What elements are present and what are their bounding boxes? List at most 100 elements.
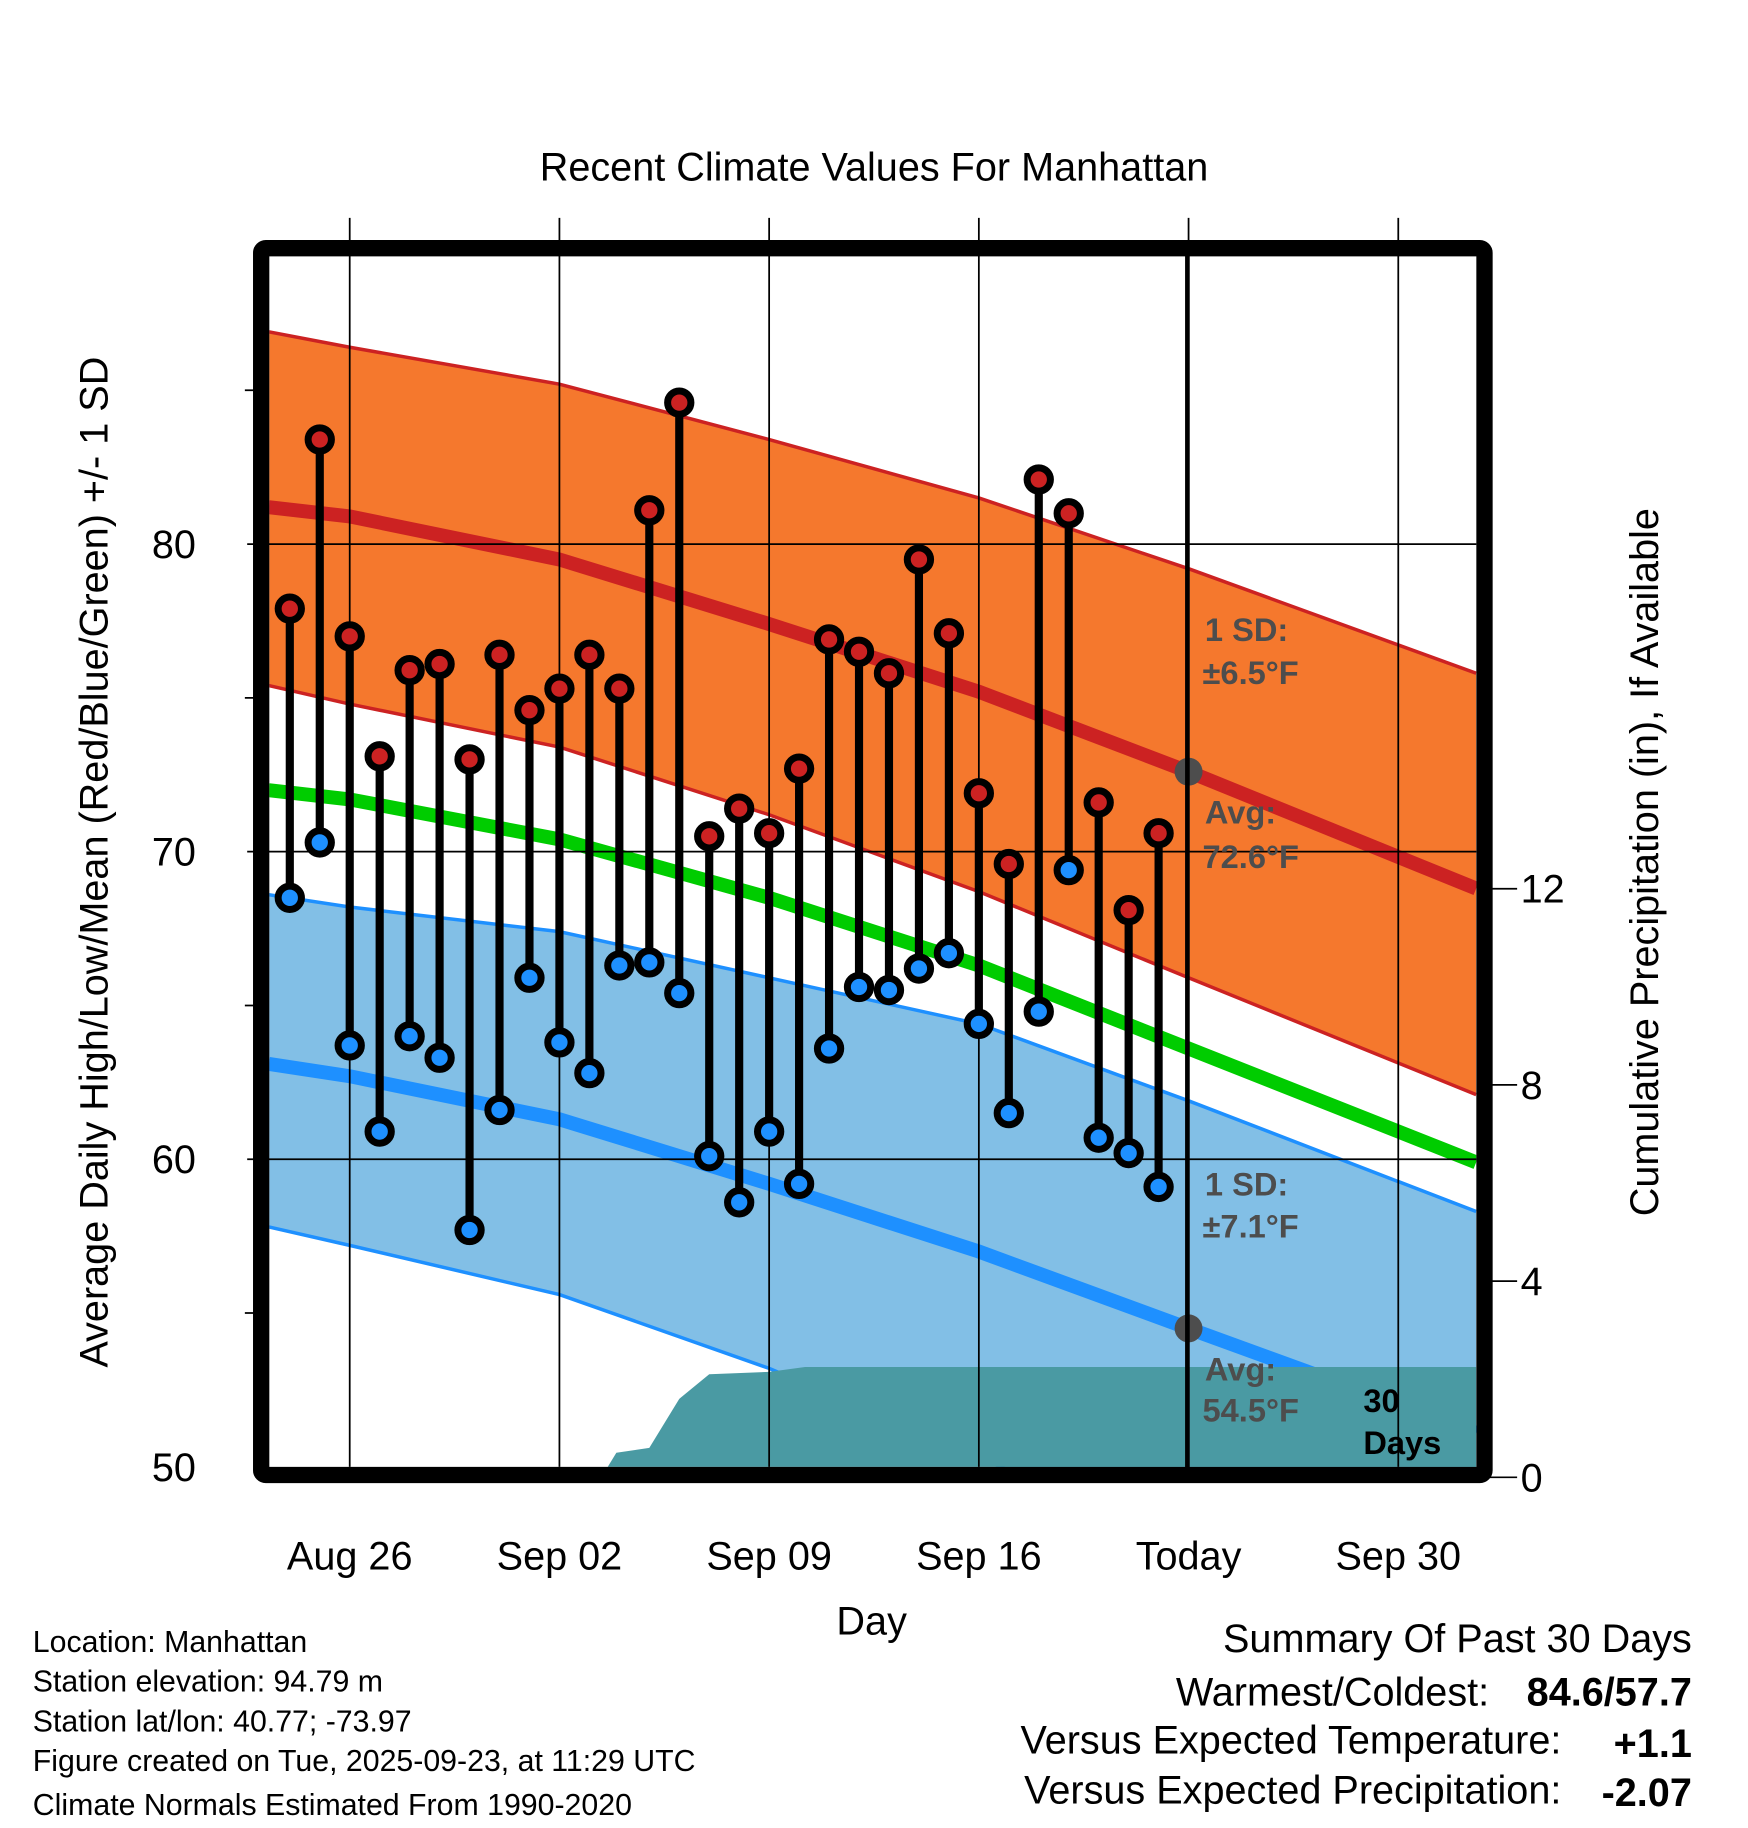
daily-high-point (1053, 498, 1084, 529)
info-location: Location: Manhattan (33, 1626, 307, 1659)
summary-title: Summary Of Past 30 Days (1223, 1617, 1692, 1661)
daily-high-point (783, 753, 815, 784)
daily-low-point (334, 1030, 365, 1061)
low-avg-label: Avg: (1205, 1351, 1276, 1388)
x-axis-label: Day (836, 1600, 907, 1644)
daily-high-point (394, 655, 425, 686)
y2-tick-label: 4 (1521, 1260, 1543, 1304)
high-sd-label: 1 SD: (1205, 611, 1288, 648)
x-tick-label: Sep 30 (1335, 1534, 1461, 1578)
precip-anomaly-value: -2.07 (1602, 1771, 1692, 1815)
daily-low-point (963, 1008, 994, 1040)
daily-low-point (514, 962, 545, 993)
low-avg-value: 54.5°F (1203, 1391, 1299, 1428)
daily-low-point (1023, 996, 1054, 1027)
period-label-unit: Days (1363, 1424, 1441, 1461)
x-tick-label: Sep 16 (916, 1534, 1042, 1578)
y2-tick-label: 0 (1521, 1456, 1543, 1500)
temp-anomaly-value: +1.1 (1614, 1722, 1692, 1766)
daily-high-point (364, 741, 395, 772)
daily-high-point (993, 848, 1024, 880)
daily-high-point (574, 639, 605, 670)
daily-low-point (544, 1027, 575, 1058)
daily-high-point (514, 695, 545, 726)
daily-low-point (394, 1021, 425, 1052)
daily-high-point (544, 673, 575, 704)
daily-high-point (843, 636, 875, 667)
daily-low-point (274, 882, 305, 913)
daily-low-point (634, 947, 665, 978)
daily-low-point (574, 1057, 605, 1089)
daily-low-point (454, 1214, 485, 1246)
daily-low-point (933, 938, 965, 969)
daily-high-point (933, 618, 965, 649)
daily-low-point (903, 953, 935, 984)
daily-low-point (1143, 1171, 1174, 1203)
daily-high-point (1143, 818, 1174, 849)
x-tick-label: Today (1136, 1534, 1242, 1578)
daily-low-point (304, 827, 335, 858)
annotations: 1 SD: ±6.5°F Avg: 72.6°F 1 SD: ±7.1°F Av… (1203, 611, 1442, 1461)
daily-high-point (604, 673, 635, 704)
precip-area (607, 1366, 1477, 1467)
x-tick-label: Sep 02 (497, 1534, 623, 1578)
daily-low-point (724, 1187, 755, 1218)
daily-low-point (753, 1116, 785, 1147)
daily-high-point (634, 495, 665, 526)
daily-low-point (424, 1042, 455, 1073)
y-tick-label: 70 (152, 831, 196, 875)
y2-tick-label: 12 (1521, 868, 1565, 912)
warm-cold-value: 84.6/57.7 (1527, 1671, 1692, 1715)
warm-cold-label: Warmest/Coldest: (1176, 1671, 1489, 1715)
info-latlon: Station lat/lon: 40.77; -73.97 (33, 1705, 412, 1738)
high-sd-value: ±6.5°F (1203, 654, 1299, 691)
daily-high-point (454, 744, 485, 775)
daily-high-point (1083, 787, 1114, 818)
daily-low-point (873, 974, 905, 1006)
daily-high-point (963, 778, 994, 809)
daily-low-point (1053, 854, 1084, 886)
daily-high-point (484, 639, 515, 670)
x-tick-label: Sep 09 (706, 1534, 832, 1578)
chart-title: Recent Climate Values For Manhattan (540, 146, 1209, 190)
daily-high-point (724, 793, 755, 824)
daily-low-point (783, 1168, 815, 1200)
daily-high-point (1023, 464, 1054, 495)
daily-low-point (364, 1116, 395, 1147)
precip-anomaly-label: Versus Expected Precipitation: (1024, 1769, 1561, 1813)
daily-low-point (664, 978, 695, 1009)
temp-anomaly-label: Versus Expected Temperature: (1020, 1718, 1561, 1762)
station-info: Location: Manhattan Station elevation: 9… (33, 1626, 696, 1822)
summary: Summary Of Past 30 Days Warmest/Coldest:… (1020, 1617, 1691, 1815)
info-normals: Climate Normals Estimated From 1990-2020 (33, 1789, 632, 1822)
observed-data (274, 387, 1174, 1246)
daily-high-point (873, 658, 905, 689)
daily-high-point (1113, 894, 1144, 926)
low-sd-value: ±7.1°F (1203, 1207, 1299, 1244)
daily-low-point (604, 950, 635, 981)
daily-high-point (664, 387, 695, 418)
y-axis-label: Average Daily High/Low/Mean (Red/Blue/Gr… (72, 357, 116, 1368)
daily-high-point (304, 424, 335, 455)
x-tick-label: Aug 26 (287, 1534, 413, 1578)
daily-high-point (334, 621, 365, 652)
y-tick-label: 60 (152, 1138, 196, 1182)
axis-ticks: Aug 26 Sep 02 Sep 09 Sep 16 Today Sep 30 50 60 7… (152, 389, 1565, 1578)
daily-low-point (1113, 1137, 1144, 1169)
daily-high-point (903, 544, 935, 575)
y-tick-label: 50 (152, 1446, 196, 1490)
daily-low-point (694, 1141, 725, 1172)
daily-low-point (484, 1094, 515, 1126)
high-avg-value: 72.6°F (1203, 838, 1299, 875)
daily-low-point (843, 971, 875, 1003)
daily-low-point (813, 1033, 845, 1064)
plot-frame (253, 240, 1493, 1484)
low-sd-label: 1 SD: (1205, 1165, 1288, 1202)
daily-high-point (753, 818, 785, 849)
daily-high-point (694, 821, 725, 852)
daily-high-point (274, 593, 305, 624)
daily-low-point (1083, 1122, 1114, 1153)
y2-axis-label: Cumulative Precipitation (in), If Availa… (1623, 508, 1667, 1216)
info-created: Figure created on Tue, 2025-09-23, at 11… (33, 1745, 696, 1778)
